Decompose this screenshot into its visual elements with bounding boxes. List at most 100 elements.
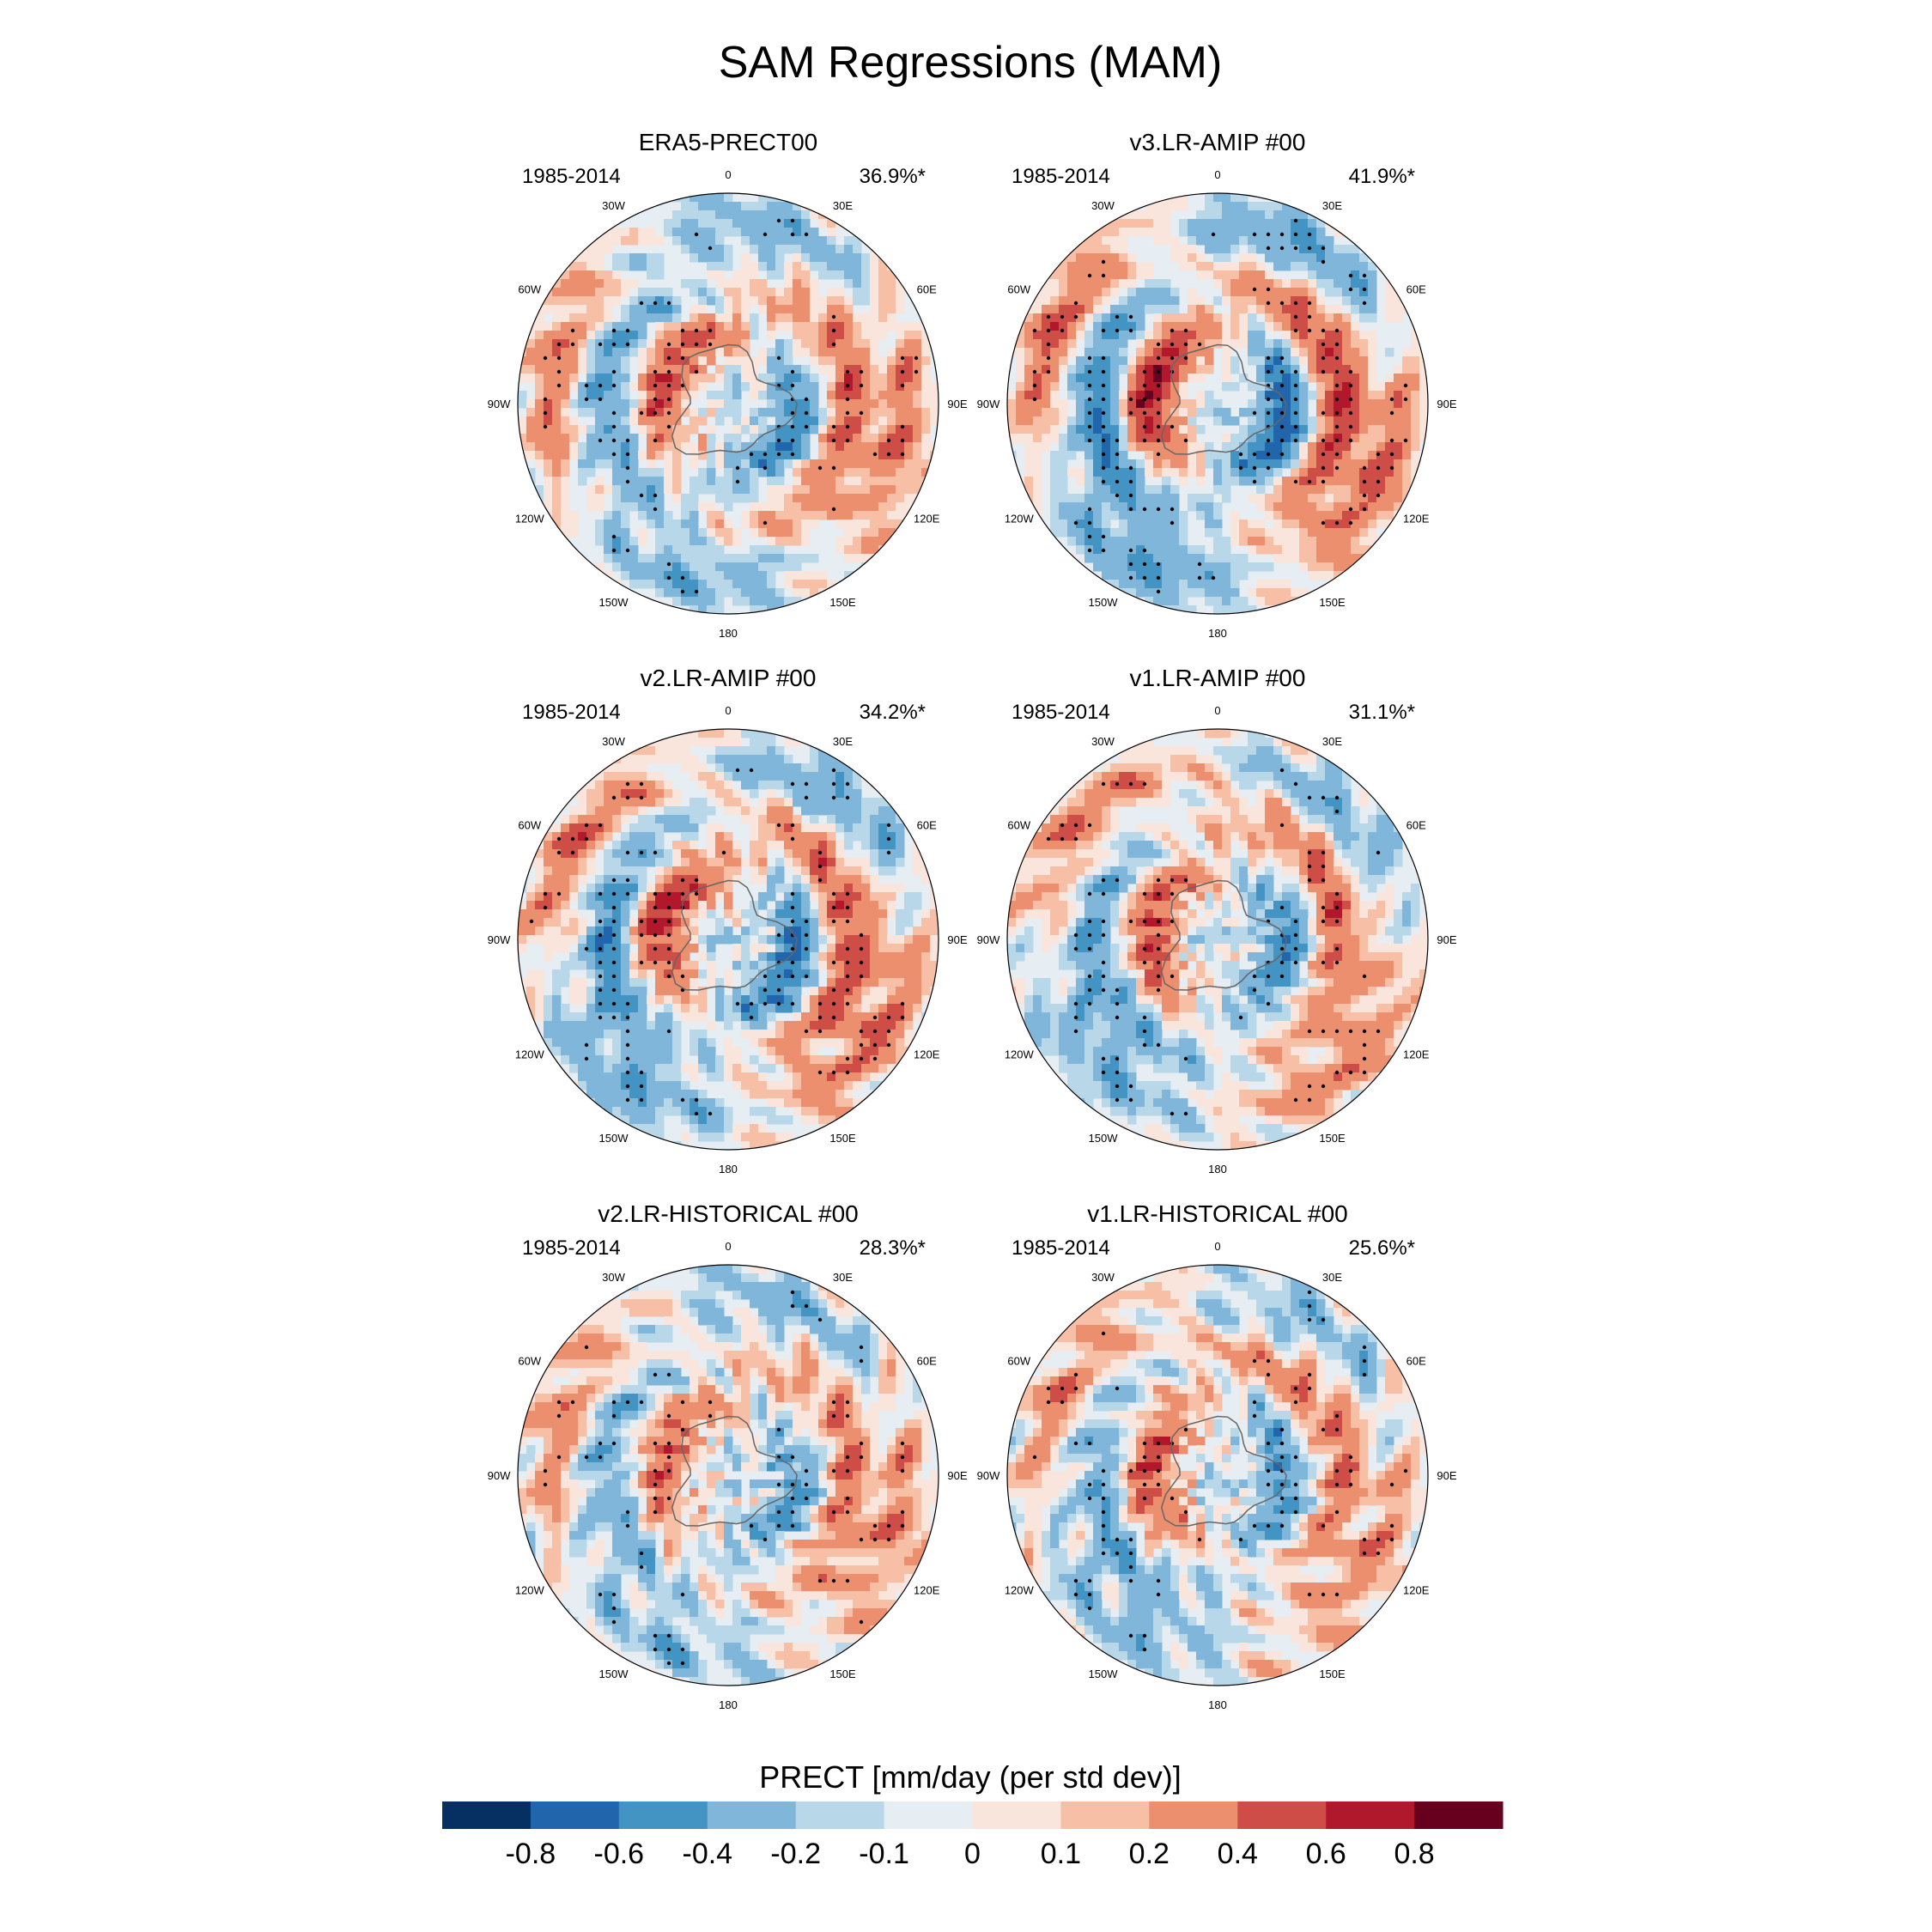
longitude-label: 90E bbox=[1437, 398, 1456, 410]
panel-title: v1.LR-HISTORICAL #00 bbox=[1087, 1200, 1347, 1227]
longitude-label: 90W bbox=[488, 398, 511, 410]
longitude-label: 120E bbox=[1403, 1048, 1430, 1061]
panel-variance: 31.1%* bbox=[1349, 701, 1415, 724]
longitude-label: 0 bbox=[1214, 704, 1220, 717]
longitude-label: 30W bbox=[602, 199, 625, 212]
colorbar-tick-label: 0.6 bbox=[1306, 1838, 1346, 1870]
colorbar-boxes bbox=[442, 1801, 1504, 1829]
colorbar-box bbox=[707, 1801, 797, 1829]
colorbar-tick-label: -0.8 bbox=[506, 1838, 556, 1870]
longitude-label: 30E bbox=[833, 199, 853, 212]
colorbar-box bbox=[618, 1801, 708, 1829]
colorbar-tick-label: -0.4 bbox=[683, 1838, 733, 1870]
longitude-label: 180 bbox=[1208, 1163, 1227, 1176]
colorbar-box bbox=[530, 1801, 620, 1829]
longitude-label: 120W bbox=[515, 513, 545, 526]
coastline bbox=[671, 1415, 798, 1527]
longitude-label: 60E bbox=[917, 1355, 937, 1368]
colorbar-box bbox=[972, 1801, 1061, 1829]
longitude-label: 0 bbox=[1214, 1240, 1220, 1253]
longitude-label: 60W bbox=[1007, 283, 1030, 296]
map-border bbox=[1006, 1264, 1429, 1686]
longitude-label: 0 bbox=[1214, 168, 1220, 181]
colorbar-tick-label: -0.1 bbox=[859, 1838, 909, 1870]
longitude-label: 90W bbox=[977, 1469, 1000, 1482]
longitude-label: 150W bbox=[1089, 1668, 1119, 1680]
panel-period: 1985-2014 bbox=[1012, 1236, 1110, 1260]
significance-dots bbox=[529, 768, 905, 1116]
coastline bbox=[1160, 343, 1287, 455]
longitude-label: 60W bbox=[518, 1355, 541, 1368]
longitude-label: 120W bbox=[1005, 513, 1035, 526]
panel-variance: 36.9%* bbox=[860, 165, 926, 188]
precip-field bbox=[518, 193, 939, 614]
longitude-label: 120E bbox=[914, 1584, 940, 1597]
longitude-label: 60E bbox=[917, 819, 937, 832]
longitude-label: 120E bbox=[1403, 1584, 1430, 1597]
longitude-label: 180 bbox=[719, 1163, 738, 1176]
panel-variance: 34.2%* bbox=[860, 701, 926, 724]
longitude-label: 60E bbox=[1406, 283, 1426, 296]
longitude-label: 60E bbox=[1406, 1355, 1426, 1368]
longitude-label: 0 bbox=[725, 704, 731, 717]
precip-field bbox=[1007, 729, 1428, 1150]
longitude-label: 120W bbox=[1005, 1048, 1035, 1061]
longitude-label: 30W bbox=[1091, 199, 1115, 212]
panel-variance: 25.6%* bbox=[1349, 1236, 1415, 1260]
longitude-label: 180 bbox=[719, 627, 738, 640]
map-border bbox=[517, 728, 939, 1151]
panel-variance: 41.9%* bbox=[1349, 165, 1415, 188]
colorbar-box bbox=[1414, 1801, 1504, 1829]
longitude-label: 150E bbox=[1319, 596, 1346, 609]
significance-dots bbox=[1032, 1290, 1408, 1652]
significance-dots bbox=[543, 218, 919, 594]
longitude-label: 150W bbox=[1089, 596, 1119, 609]
longitude-label: 150E bbox=[829, 1132, 856, 1145]
longitude-label: 150E bbox=[1319, 1668, 1346, 1680]
colorbar-box bbox=[884, 1801, 973, 1829]
longitude-label: 60W bbox=[1007, 1355, 1030, 1368]
colorbar-tick-labels: -0.8 -0.6 -0.4 -0.2 -0.1 0 0.1 0.2 0.4 0.6 0.8 bbox=[506, 1838, 1435, 1870]
significance-dots bbox=[1032, 218, 1408, 594]
figure-title: SAM Regressions (MAM) bbox=[719, 38, 1223, 88]
longitude-label: 90E bbox=[1437, 933, 1456, 946]
colorbar-tick-label: 0 bbox=[964, 1838, 981, 1870]
colorbar-box bbox=[1060, 1801, 1150, 1829]
colorbar-tick-label: -0.6 bbox=[594, 1838, 645, 1870]
longitude-label: 30W bbox=[1091, 1271, 1115, 1284]
longitude-label: 90W bbox=[488, 1469, 511, 1482]
colorbar-box bbox=[1237, 1801, 1327, 1829]
map-border bbox=[1006, 192, 1429, 615]
longitude-label: 30W bbox=[602, 1271, 625, 1284]
longitude-label: 150E bbox=[829, 1668, 856, 1680]
longitude-label: 60E bbox=[1406, 819, 1426, 832]
panel-title: v2.LR-HISTORICAL #00 bbox=[598, 1200, 858, 1227]
longitude-label: 90W bbox=[977, 933, 1000, 946]
longitude-label: 180 bbox=[1208, 627, 1227, 640]
panel-period: 1985-2014 bbox=[1012, 165, 1110, 188]
longitude-label: 120E bbox=[914, 1048, 940, 1061]
longitude-label: 90W bbox=[488, 933, 511, 946]
longitude-label: 60W bbox=[1007, 819, 1030, 832]
panel-period: 1985-2014 bbox=[522, 701, 621, 724]
coastline bbox=[1160, 879, 1287, 991]
longitude-label: 30W bbox=[1091, 735, 1115, 748]
panel-title: v2.LR-AMIP #00 bbox=[641, 665, 817, 691]
longitude-label: 120W bbox=[1005, 1584, 1035, 1597]
longitude-label: 30E bbox=[833, 1271, 853, 1284]
longitude-label: 90E bbox=[947, 398, 967, 410]
longitude-label: 30E bbox=[1322, 199, 1342, 212]
coastline bbox=[1160, 1415, 1287, 1527]
longitude-label: 150E bbox=[1319, 1132, 1346, 1145]
longitude-label: 120W bbox=[515, 1048, 545, 1061]
map-border bbox=[517, 1264, 939, 1686]
colorbar-tick-label: -0.2 bbox=[770, 1838, 821, 1870]
colorbar: PRECT [mm/day (per std dev)] -0.8 -0.6 -0.… bbox=[442, 1759, 1504, 1870]
map-border bbox=[517, 192, 939, 615]
precip-field bbox=[1007, 1265, 1428, 1686]
panel-period: 1985-2014 bbox=[522, 165, 621, 188]
longitude-label: 150W bbox=[599, 1668, 629, 1680]
coastline bbox=[671, 879, 798, 991]
significance-dots bbox=[543, 1290, 905, 1666]
